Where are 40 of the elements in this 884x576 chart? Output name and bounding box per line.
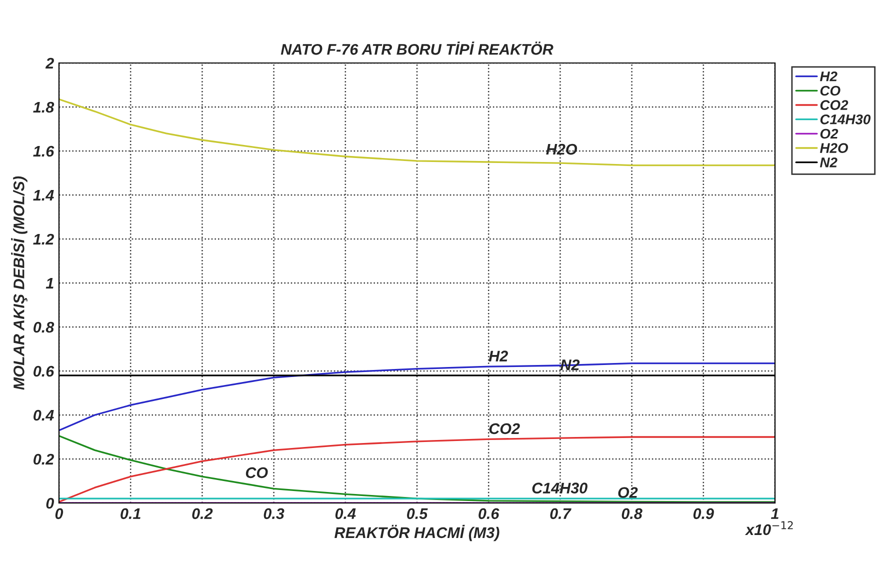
annotation: CO [246, 467, 268, 478]
text: x10$^{−12}$ [744, 521, 793, 536]
annotation: CO2 [489, 423, 520, 434]
y-tick-label: 2 [45, 58, 54, 69]
legend-label: H2O [820, 143, 848, 153]
x-tick-label: 0 [55, 508, 64, 520]
legend-label: H2 [820, 71, 838, 82]
y-tick-label: 1.2 [33, 234, 54, 245]
y-tick-label: 0 [46, 498, 54, 509]
annotation: H2O [546, 144, 578, 155]
x-tick-label: 0.2 [192, 508, 213, 520]
line-series [59, 98, 775, 166]
y-tick-label: 0.6 [34, 366, 54, 377]
x-tick-label: 0.4 [335, 508, 356, 520]
x-tick-label: 0.6 [478, 508, 500, 520]
x-tick-label: 0.5 [407, 508, 428, 520]
y-tick-label: 0.8 [34, 322, 54, 333]
x-tick-label: 0.8 [622, 508, 642, 520]
annotation: C14H30 [532, 482, 588, 494]
y-tick-label: 0.2 [34, 454, 54, 465]
x-tick-label: 1 [771, 508, 778, 519]
chart-title: NATO F-76 ATR BORU TİPİ REAKTÖR [280, 42, 554, 55]
legend-label: O2 [820, 128, 838, 139]
x-tick-label: 0.1 [120, 508, 140, 520]
y-tick-label: 0.4 [34, 410, 54, 421]
y-axis-title: MOLAR AKIŞ DEBİSİ (MOL/S) [11, 176, 28, 390]
legend-label: C14H30 [820, 114, 871, 124]
legend-label: N2 [820, 157, 838, 168]
y-tick-label: 1.8 [33, 102, 54, 113]
annotation: H2 [488, 350, 508, 362]
legend-label: CO2 [820, 100, 848, 110]
x-axis-title: REAKTÖR HACMİ (M3) [334, 524, 500, 542]
x-tick-label: 0.7 [550, 508, 572, 520]
y-tick-label: 1.6 [33, 146, 54, 157]
x-tick-label: 0.3 [264, 508, 284, 520]
y-tick-label: 1 [46, 278, 54, 289]
y-tick-label: 1.4 [33, 190, 54, 201]
x-tick-label: 0.9 [693, 508, 714, 520]
annotation: O2 [618, 487, 638, 498]
legend-label: CO [820, 86, 840, 96]
